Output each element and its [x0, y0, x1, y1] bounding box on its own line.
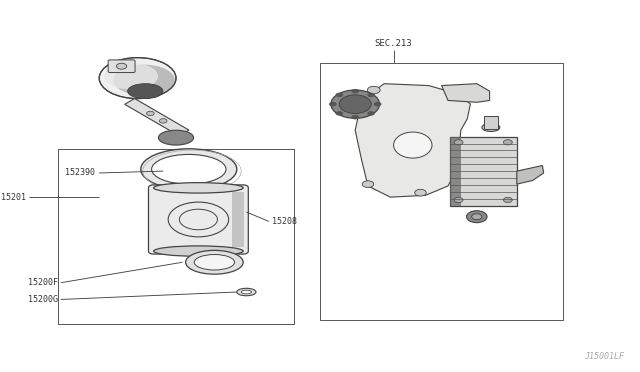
Circle shape [415, 189, 426, 196]
Ellipse shape [128, 84, 163, 99]
Circle shape [367, 111, 375, 116]
Circle shape [467, 211, 487, 222]
Ellipse shape [141, 149, 237, 190]
Circle shape [329, 102, 337, 106]
Bar [450, 137, 517, 205]
Text: 15208: 15208 [272, 217, 297, 226]
Ellipse shape [99, 58, 176, 99]
Circle shape [374, 102, 381, 106]
Circle shape [147, 111, 154, 116]
Text: 15201: 15201 [1, 193, 26, 202]
Circle shape [351, 115, 359, 119]
Circle shape [472, 214, 482, 219]
Polygon shape [517, 166, 544, 184]
Circle shape [503, 197, 512, 202]
Text: 152390: 152390 [65, 169, 95, 177]
Ellipse shape [113, 65, 175, 95]
FancyBboxPatch shape [148, 185, 248, 254]
Ellipse shape [237, 288, 256, 296]
Polygon shape [355, 84, 470, 197]
Ellipse shape [154, 246, 243, 256]
Circle shape [503, 140, 512, 145]
Circle shape [351, 89, 359, 93]
Ellipse shape [159, 130, 193, 145]
Circle shape [335, 93, 343, 97]
Circle shape [331, 90, 380, 118]
Bar [320, 63, 563, 320]
Bar [484, 116, 498, 129]
Ellipse shape [154, 183, 243, 193]
Ellipse shape [186, 250, 243, 274]
Ellipse shape [394, 132, 432, 158]
Circle shape [339, 95, 371, 113]
Polygon shape [442, 84, 490, 102]
Ellipse shape [241, 290, 252, 294]
Text: SEC.213: SEC.213 [375, 39, 412, 48]
Ellipse shape [482, 123, 500, 131]
FancyBboxPatch shape [108, 60, 135, 73]
Circle shape [116, 63, 127, 69]
Text: 15200F: 15200F [28, 278, 58, 287]
Polygon shape [232, 192, 244, 247]
Circle shape [367, 86, 380, 94]
Ellipse shape [152, 154, 226, 184]
Polygon shape [125, 99, 189, 136]
Circle shape [454, 140, 463, 145]
Circle shape [335, 111, 343, 116]
Circle shape [159, 119, 167, 123]
Ellipse shape [195, 254, 235, 270]
Ellipse shape [104, 63, 158, 90]
Circle shape [454, 197, 463, 202]
Text: 15200G: 15200G [28, 295, 58, 304]
Bar [450, 137, 461, 205]
Text: J15001LF: J15001LF [584, 352, 624, 361]
Bar [58, 149, 294, 324]
Circle shape [362, 181, 374, 187]
Circle shape [367, 93, 375, 97]
Circle shape [451, 89, 463, 96]
